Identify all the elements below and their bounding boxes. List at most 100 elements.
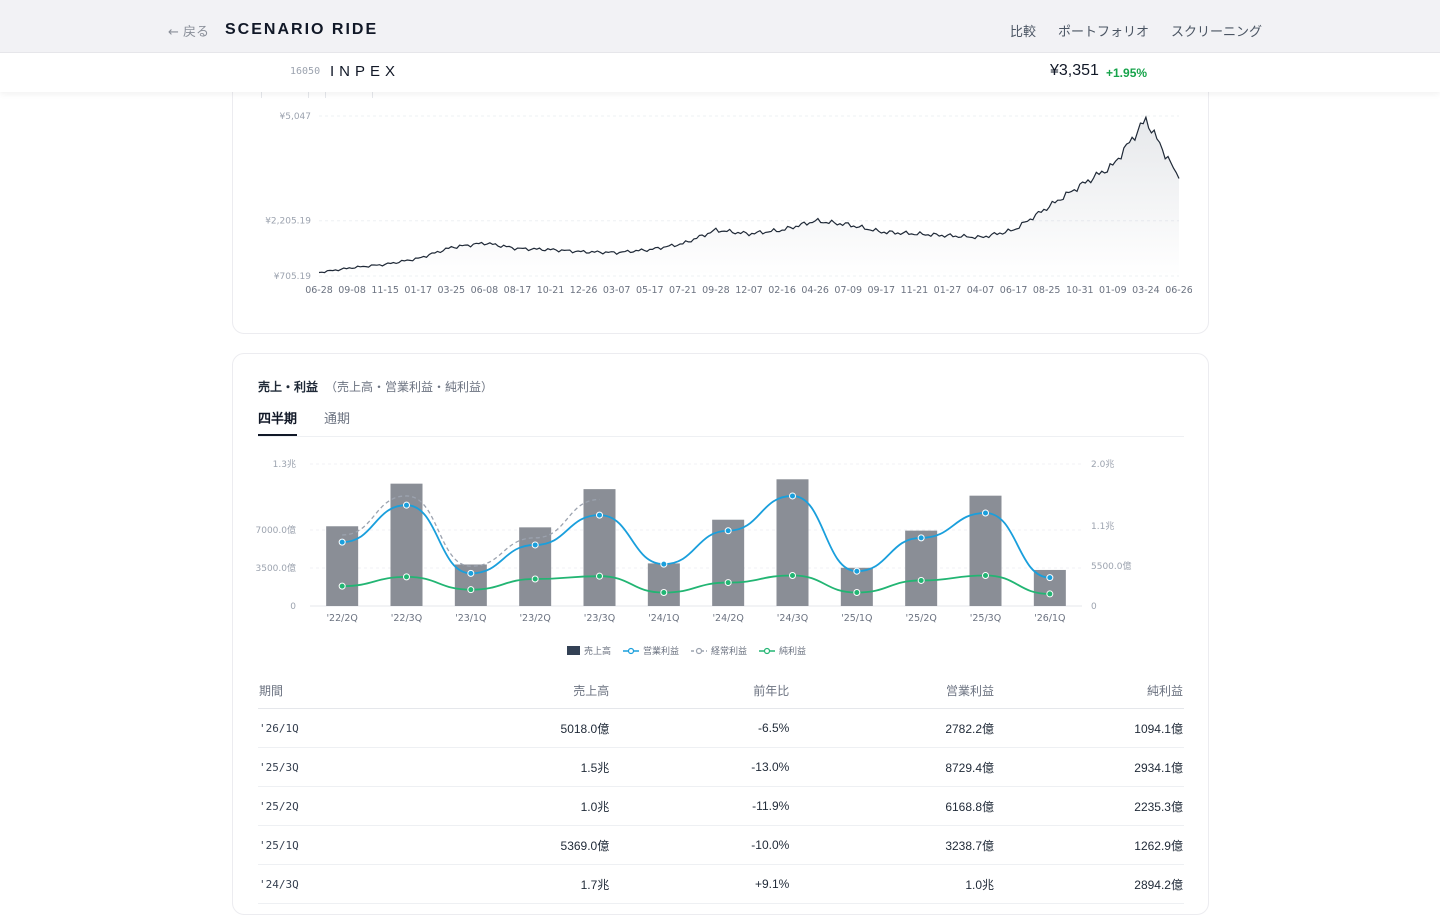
cell-period: '26/1Q [258, 708, 379, 748]
cell-yoy: -10.0% [610, 825, 791, 865]
chart-legend: 売上高 営業利益 経常利益 純利益 [567, 644, 806, 657]
cell-operating: 6168.8億 [790, 786, 996, 826]
x-tick-label: 10-31 [1066, 285, 1094, 296]
data-point [338, 582, 346, 590]
y-right-tick-label: 1.1兆 [1091, 521, 1114, 532]
data-point [467, 569, 475, 577]
y-tick-label: ¥2,205.19 [265, 217, 311, 227]
x-tick-label: '24/1Q [648, 613, 679, 624]
table-row: '25/3Q 1.5兆 -13.0% 8729.4億 2934.1億 [258, 747, 1184, 787]
x-tick-label: '24/3Q [777, 613, 808, 624]
legend-item-net: 純利益 [759, 644, 806, 657]
data-point [596, 511, 603, 519]
tab-quarterly[interactable]: 四半期 [258, 408, 298, 436]
y-right-tick-label: 5500.0億 [1091, 560, 1132, 572]
cell-sales: 1.5兆 [378, 747, 611, 787]
bar-sales [776, 479, 809, 606]
y-right-tick-label: 2.0兆 [1091, 459, 1114, 470]
y-tick-label: ¥705.19 [274, 272, 311, 282]
legend-item-operating: 営業利益 [623, 644, 679, 657]
data-point [917, 534, 925, 542]
ticker-price: ¥3,351 [1050, 62, 1099, 79]
x-tick-label: '22/2Q [326, 613, 357, 624]
x-tick-label: 07-09 [834, 285, 862, 296]
cell-sales: 5369.0億 [378, 825, 611, 865]
revenue-profit-chart: 1.3兆 7000.0億 3500.0億 0 2.0兆 1.1兆 5500.0億 0 '22/2… [256, 459, 1132, 624]
x-tick-label: 01-27 [934, 285, 962, 296]
cell-net: 2235.3億 [995, 786, 1184, 826]
cell-yoy: +9.1% [610, 864, 791, 904]
data-point [403, 501, 410, 509]
table-row: '24/3Q 1.7兆 +9.1% 1.0兆 2894.2億 [258, 864, 1184, 904]
x-tick-label: 01-17 [404, 285, 432, 296]
bar-sales [905, 530, 938, 606]
line-net-profit [342, 574, 1050, 595]
cell-operating: 1.0兆 [790, 864, 996, 904]
x-tick-label: 05-17 [636, 285, 664, 296]
cell-operating: 2782.2億 [790, 708, 996, 748]
x-tick-label: 12-07 [735, 285, 763, 296]
cell-period: '25/2Q [258, 786, 379, 826]
x-tick-label: 01-09 [1099, 285, 1127, 296]
cell-operating: 3238.7億 [790, 825, 996, 865]
x-tick-label: '23/1Q [455, 613, 486, 624]
data-point [982, 571, 989, 579]
data-point [1046, 574, 1054, 582]
x-tick-label: 06-08 [471, 285, 499, 296]
nav-link-portfolio[interactable]: ポートフォリオ [1057, 25, 1149, 40]
bar-sales [583, 489, 616, 606]
x-tick-label: '23/3Q [584, 613, 615, 624]
nav-link-screening[interactable]: スクリーニング [1170, 25, 1262, 40]
x-tick-label: 04-26 [801, 285, 829, 296]
x-tick-label: 03-25 [438, 285, 466, 296]
bar-sales [519, 527, 552, 606]
y-tick-label: ¥5,047 [280, 112, 312, 122]
tab-annual[interactable]: 通期 [324, 412, 351, 427]
price-area [319, 117, 1179, 276]
legend-swatch [623, 647, 640, 654]
data-point [596, 572, 603, 580]
x-tick-label: '25/3Q [970, 613, 1001, 624]
y-left-tick-label: 3500.0億 [256, 562, 296, 574]
x-tick-label: '23/2Q [519, 613, 550, 624]
cell-yoy: -13.0% [610, 747, 791, 787]
nav-link-compare[interactable]: 比較 [1009, 25, 1036, 40]
x-tick-label: '24/2Q [712, 613, 743, 624]
period-tabs: 四半期 通期 [258, 408, 1184, 437]
x-tick-label: 06-28 [305, 285, 333, 296]
legend-label: 純利益 [779, 647, 807, 657]
x-tick-label: 04-07 [967, 285, 995, 296]
back-link[interactable]: ← 戻る [168, 25, 210, 40]
price-chart: ¥5,047 ¥2,205.19 ¥705.19 06-28 09-08 11-15 01-… [265, 112, 1192, 296]
data-point [853, 567, 861, 575]
col-period: 期間 [258, 672, 379, 709]
brand-logo[interactable]: SCENARIO RIDE [225, 21, 379, 38]
cell-yoy: -11.9% [610, 786, 791, 826]
x-tick-label: '25/1Q [841, 613, 872, 624]
price-line [318, 115, 1180, 274]
financials-table: 期間 売上高 前年比 営業利益 純利益 '26/1Q 5018.0億 -6.5%… [258, 672, 1184, 904]
data-point [1046, 590, 1054, 598]
bar-sales [647, 563, 680, 606]
x-tick-label: 11-21 [901, 285, 929, 296]
cell-yoy: -6.5% [610, 708, 791, 748]
data-point [531, 575, 539, 583]
x-tick-label: 11-15 [371, 285, 399, 296]
col-net: 純利益 [995, 672, 1184, 709]
legend-label: 売上高 [584, 647, 612, 657]
x-tick-label: 07-21 [669, 285, 697, 296]
bar-sales [326, 526, 359, 606]
ticker-name: INPEX [330, 63, 401, 80]
table-row: '26/1Q 5018.0億 -6.5% 2782.2億 1094.1億 [258, 708, 1184, 748]
revenue-profit-card: 売上・利益 （売上高・営業利益・純利益） 四半期 通期 売上高 営業利益 経常利… [232, 353, 1209, 915]
x-tick-label: 10-21 [537, 285, 565, 296]
cell-period: '24/3Q [258, 864, 379, 904]
x-tick-label: 12-26 [570, 285, 598, 296]
data-point [724, 527, 732, 535]
x-tick-label: 09-08 [338, 285, 366, 296]
data-point [403, 573, 410, 581]
legend-item-ordinary: 経常利益 [691, 644, 747, 657]
x-tick-label: '25/2Q [905, 613, 936, 624]
y-left-tick-label: 0 [290, 602, 296, 612]
cell-period: '25/1Q [258, 825, 379, 865]
